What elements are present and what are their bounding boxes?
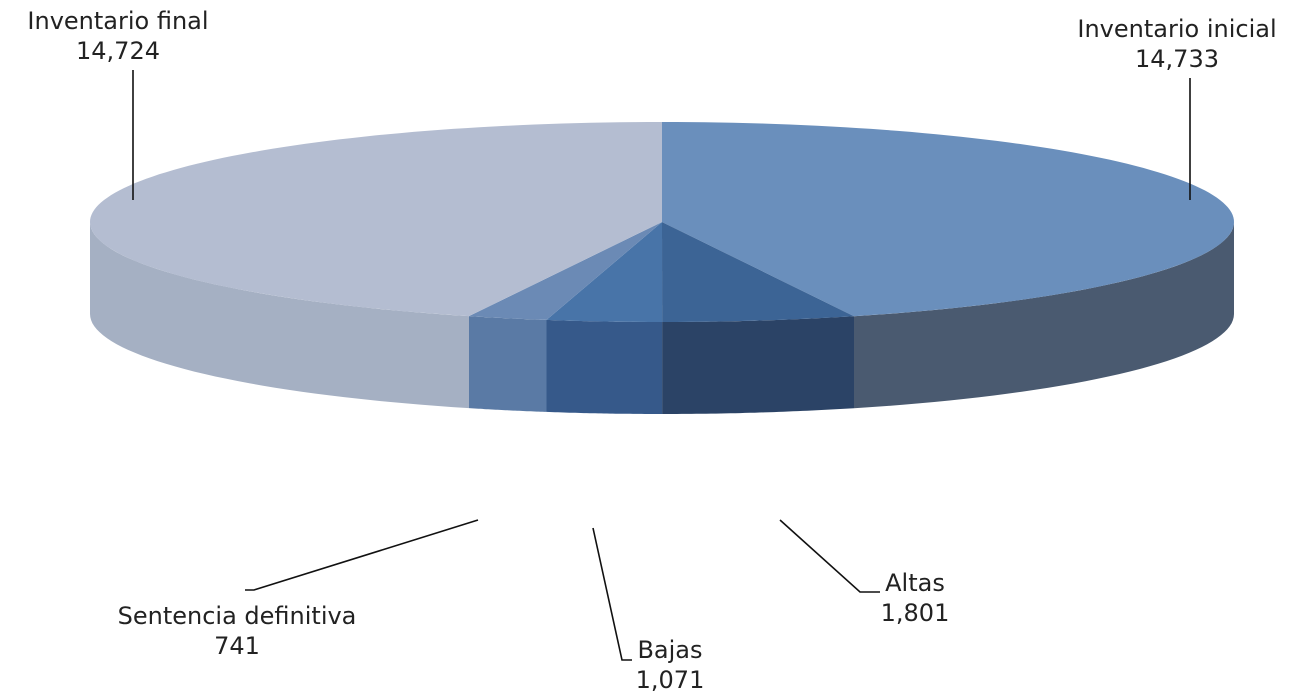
pie-slice-inventario-final	[90, 122, 662, 317]
leader-line-bajas	[592, 527, 632, 661]
leader-line-altas	[779, 519, 880, 593]
pie-side-bajas	[546, 319, 663, 414]
pie-slice-sentencia-definitiva	[469, 222, 662, 320]
leader-line-sentencia-definitiva	[245, 519, 479, 591]
pie-slice-altas	[662, 222, 854, 322]
pie-top	[90, 122, 1234, 322]
label-inventario-inicial: Inventario inicial 14,733	[1062, 14, 1292, 74]
pie-side-inventario-final	[90, 222, 469, 409]
label-altas: Altas 1,801	[855, 568, 975, 628]
label-inventario-final: Inventario final 14,724	[0, 6, 236, 66]
label-sentencia-definitiva-value: 741	[214, 632, 260, 660]
label-altas-name: Altas	[885, 569, 945, 597]
label-sentencia-definitiva: Sentencia definitiva 741	[92, 601, 382, 661]
pie-side-altas	[662, 316, 854, 414]
pie-slice-inventario-inicial	[662, 122, 1234, 317]
label-sentencia-definitiva-name: Sentencia definitiva	[117, 602, 357, 630]
label-bajas: Bajas 1,071	[610, 635, 730, 695]
label-inventario-final-value: 14,724	[76, 37, 160, 65]
label-inventario-final-name: Inventario final	[27, 7, 209, 35]
pie-slice-bajas	[546, 222, 663, 322]
label-inventario-inicial-value: 14,733	[1135, 45, 1219, 73]
pie-side-sentencia-definitiva	[469, 316, 547, 412]
label-bajas-name: Bajas	[637, 636, 703, 664]
label-altas-value: 1,801	[880, 599, 950, 627]
leader-lines	[132, 70, 1191, 661]
pie-side-inventario-inicial	[854, 222, 1234, 409]
label-bajas-value: 1,071	[635, 666, 705, 694]
pie-sides	[90, 222, 1234, 414]
label-inventario-inicial-name: Inventario inicial	[1077, 15, 1277, 43]
